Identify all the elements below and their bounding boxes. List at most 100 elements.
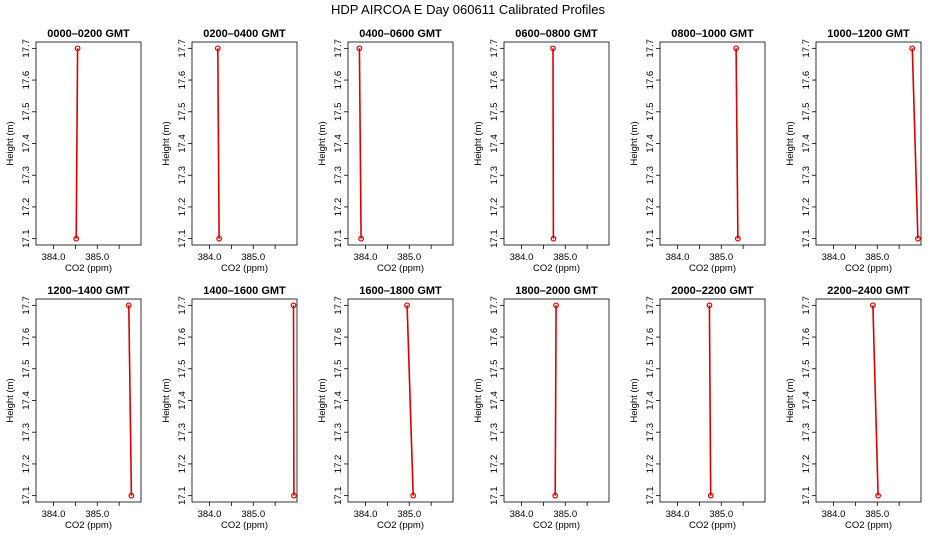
x-tick-label: 384.0 — [822, 509, 846, 520]
y-tick-label: 17.2 — [21, 198, 32, 217]
y-tick-label: 17.7 — [645, 39, 656, 58]
y-tick-label: 17.7 — [177, 39, 188, 58]
y-tick-label: 17.1 — [177, 486, 188, 505]
y-tick-label: 17.1 — [177, 229, 188, 248]
y-axis-label: Height (m) — [785, 121, 796, 165]
plot-frame — [815, 41, 922, 246]
y-tick-label: 17.1 — [21, 486, 32, 505]
x-tick-label: 384.0 — [822, 252, 846, 263]
profile-line — [735, 48, 739, 239]
profile-point — [214, 45, 221, 52]
profile-point — [216, 235, 223, 242]
panel-title: 1600–1800 GMT — [359, 285, 442, 297]
plot-frame — [347, 298, 454, 503]
profile-panel: 1600–1800 GMT 17.1 17.2 17.3 17.4 17.5 17.6 17.… — [317, 285, 454, 531]
x-tick-label: 384.0 — [354, 252, 378, 263]
profile-line — [708, 305, 712, 496]
y-tick-label: 17.5 — [177, 360, 188, 379]
profile-line — [358, 48, 362, 239]
profile-point — [553, 302, 559, 309]
x-axis-label: CO2 (ppm) — [533, 520, 580, 531]
profile-panel: 1000–1200 GMT 17.1 17.2 17.3 17.4 17.5 17.6 17.… — [785, 28, 922, 274]
y-tick-label: 17.7 — [21, 296, 32, 315]
x-tick-label: 384.0 — [42, 509, 66, 520]
y-tick-label: 17.3 — [801, 166, 812, 185]
y-tick-label: 17.4 — [177, 391, 188, 410]
y-tick-label: 17.3 — [177, 423, 188, 442]
y-tick-label: 17.6 — [489, 71, 500, 90]
panel-title: 1000–1200 GMT — [827, 28, 910, 40]
profile-panel: 0600–0800 GMT 17.1 17.2 17.3 17.4 17.5 17.6 17.… — [473, 28, 610, 274]
y-tick-label: 17.5 — [645, 103, 656, 122]
y-tick-label: 17.1 — [801, 486, 812, 505]
y-tick-label: 17.7 — [645, 296, 656, 315]
y-axis-label: Height (m) — [5, 121, 16, 165]
y-tick-label: 17.4 — [489, 391, 500, 410]
plot-frame — [503, 41, 610, 246]
profile-panel: 2000–2200 GMT 17.1 17.2 17.3 17.4 17.5 17.6 17.… — [629, 285, 766, 531]
y-tick-label: 17.3 — [21, 423, 32, 442]
profile-panel: 1400–1600 GMT 17.1 17.2 17.3 17.4 17.5 17.6 17.… — [161, 285, 298, 531]
y-tick-label: 17.7 — [801, 296, 812, 315]
x-tick-label: 385.0 — [709, 252, 733, 263]
y-tick-label: 17.2 — [801, 198, 812, 217]
y-tick-label: 17.3 — [177, 166, 188, 185]
y-tick-label: 17.6 — [333, 71, 344, 90]
x-tick-label: 385.0 — [865, 252, 889, 263]
panel-title: 2200–2400 GMT — [827, 285, 910, 297]
y-tick-label: 17.4 — [21, 134, 32, 153]
x-axis-label: CO2 (ppm) — [377, 263, 424, 274]
y-tick-label: 17.1 — [489, 229, 500, 248]
y-axis-label: Height (m) — [161, 378, 172, 422]
profile-point — [290, 302, 297, 309]
y-axis-label: Height (m) — [317, 121, 328, 165]
panel-title: 0400–0600 GMT — [359, 28, 442, 40]
x-axis-label: CO2 (ppm) — [377, 520, 424, 531]
x-axis-label: CO2 (ppm) — [689, 520, 736, 531]
x-tick-label: 384.0 — [666, 252, 690, 263]
panel-title: 1200–1400 GMT — [47, 285, 130, 297]
x-axis-label: CO2 (ppm) — [689, 263, 736, 274]
y-tick-label: 17.4 — [489, 134, 500, 153]
profile-point — [291, 492, 297, 499]
y-tick-label: 17.4 — [645, 134, 656, 153]
y-tick-label: 17.2 — [489, 455, 500, 474]
y-tick-label: 17.3 — [801, 423, 812, 442]
profile-point — [869, 302, 876, 309]
profile-line — [872, 305, 879, 496]
plot-frame — [35, 41, 142, 246]
x-axis-label: CO2 (ppm) — [221, 520, 268, 531]
panel-grid: 0000–0200 GMT 17.1 17.2 17.3 17.4 17.5 17.6 17.… — [5, 28, 922, 531]
y-tick-label: 17.5 — [333, 103, 344, 122]
x-axis-label: CO2 (ppm) — [845, 263, 892, 274]
profile-point — [410, 492, 417, 499]
y-tick-label: 17.1 — [489, 486, 500, 505]
y-axis-label: Height (m) — [473, 378, 484, 422]
y-tick-label: 17.2 — [177, 455, 188, 474]
x-tick-label: 384.0 — [666, 509, 690, 520]
plot-frame — [35, 298, 142, 503]
profile-point — [358, 235, 365, 242]
x-tick-label: 385.0 — [85, 509, 109, 520]
plot-frame — [191, 298, 298, 503]
plot-frame — [347, 41, 454, 246]
y-tick-label: 17.6 — [489, 328, 500, 347]
profile-point — [552, 492, 559, 499]
plot-frame — [815, 298, 922, 503]
profile-point — [125, 302, 132, 309]
y-tick-label: 17.5 — [177, 103, 188, 122]
x-tick-label: 385.0 — [85, 252, 109, 263]
panel-title: 1400–1600 GMT — [203, 285, 286, 297]
y-tick-label: 17.5 — [801, 360, 812, 379]
x-tick-label: 384.0 — [198, 509, 222, 520]
y-tick-label: 17.4 — [801, 391, 812, 410]
y-tick-label: 17.4 — [333, 391, 344, 410]
panel-title: 0600–0800 GMT — [515, 28, 598, 40]
y-tick-label: 17.1 — [801, 229, 812, 248]
y-tick-label: 17.7 — [489, 296, 500, 315]
profile-point — [550, 45, 556, 52]
profile-point — [909, 45, 916, 52]
x-axis-label: CO2 (ppm) — [65, 520, 112, 531]
x-axis-label: CO2 (ppm) — [533, 263, 580, 274]
y-tick-label: 17.3 — [489, 166, 500, 185]
